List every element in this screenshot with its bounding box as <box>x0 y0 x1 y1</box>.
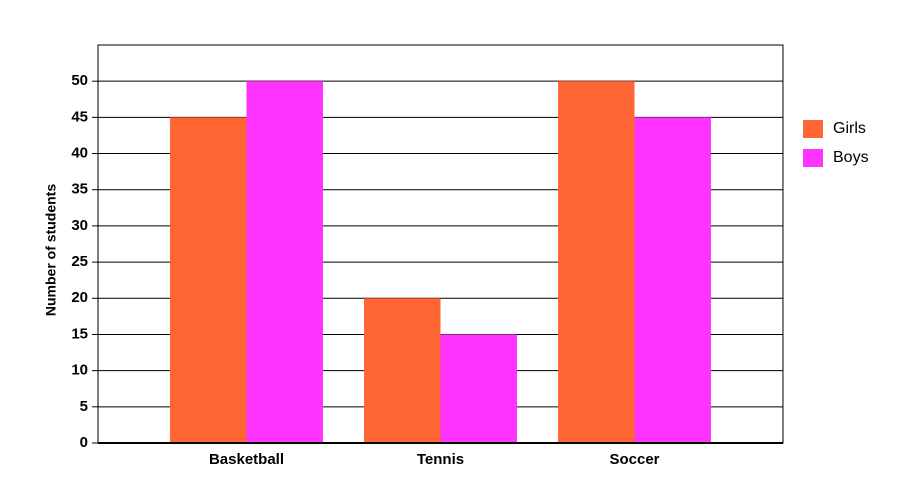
legend-swatch <box>803 149 823 167</box>
bar <box>634 117 711 443</box>
y-tick-label: 40 <box>71 145 88 162</box>
y-tick-label: 45 <box>71 108 88 125</box>
y-tick-label: 20 <box>71 289 88 306</box>
bar <box>364 298 441 443</box>
bar <box>558 81 635 443</box>
y-axis-label: Number of students <box>43 184 59 316</box>
bar <box>440 334 517 443</box>
legend-label: Girls <box>833 120 866 137</box>
bar <box>246 81 323 443</box>
x-tick-label: Tennis <box>417 451 464 468</box>
y-tick-label: 10 <box>71 362 88 379</box>
y-tick-label: 15 <box>71 325 88 342</box>
y-tick-label: 35 <box>71 181 88 198</box>
y-tick-label: 30 <box>71 217 88 234</box>
x-tick-label: Basketball <box>209 451 284 468</box>
x-tick-label: Soccer <box>609 451 659 468</box>
y-tick-label: 5 <box>80 398 88 415</box>
y-tick-label: 25 <box>71 253 88 270</box>
y-tick-label: 50 <box>71 72 88 89</box>
legend-swatch <box>803 120 823 138</box>
bar <box>170 117 247 443</box>
legend-label: Boys <box>833 149 869 166</box>
y-tick-label: 0 <box>80 434 88 451</box>
